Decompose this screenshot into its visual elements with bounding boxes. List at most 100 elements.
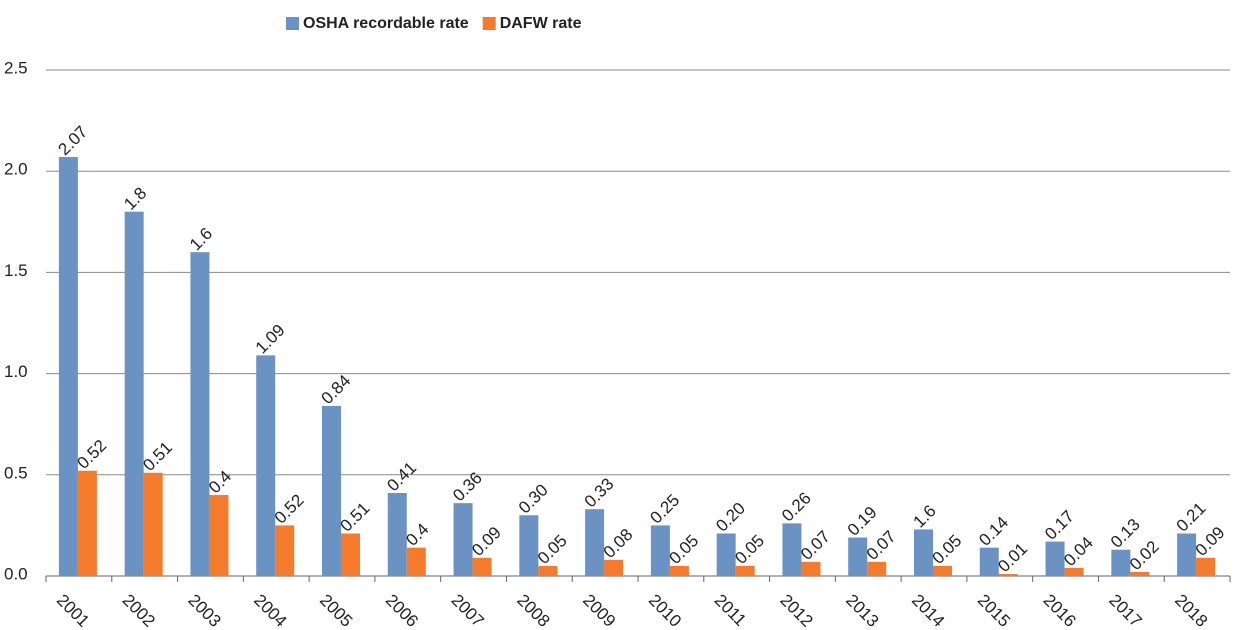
bar [669,565,689,576]
bar [933,565,952,576]
legend-label: DAFW rate [500,15,582,32]
bar [848,537,868,576]
bar [519,515,539,576]
y-tick-label: 0.0 [4,564,28,583]
legend-label: OSHA recordable rate [303,15,469,32]
data-label: 0.07 [863,527,900,564]
data-label: 0.51 [139,438,176,475]
data-label: 1.09 [252,321,289,358]
bar [585,509,605,576]
bar [1045,541,1065,576]
bar [472,557,492,576]
bar [1196,557,1216,576]
data-label: 0.84 [318,371,355,408]
data-label: 0.36 [449,468,486,505]
data-label: 0.05 [731,531,768,568]
bar [979,547,999,576]
legend-swatch [286,17,299,30]
data-label: 0.52 [271,491,308,528]
y-tick-label: 1.0 [4,362,28,381]
x-tick-label: 2013 [842,591,882,630]
data-label: 0.4 [205,467,235,497]
bar [782,523,802,576]
bar [1064,567,1084,576]
data-label: 0.05 [929,531,966,568]
data-label: 0.33 [581,474,618,511]
data-label: 0.01 [994,539,1031,576]
data-label: 0.51 [337,499,374,536]
bar [867,561,887,576]
bar [341,533,360,576]
data-label: 0.41 [383,458,420,495]
x-tick-label: 2008 [513,591,553,630]
data-label: 0.07 [797,527,834,564]
data-label: 0.25 [646,491,683,528]
data-label: 1.8 [120,184,150,214]
bar [143,472,163,576]
y-tick-label: 1.5 [4,261,28,280]
x-tick-label: 2018 [1171,591,1211,630]
bar [1177,533,1197,576]
data-label: 0.21 [1173,499,1210,536]
x-tick-label: 2017 [1105,591,1145,630]
x-tick-label: 2011 [711,591,750,630]
bar [190,252,210,576]
x-tick-label: 2010 [645,591,685,630]
data-label: 0.09 [468,523,505,560]
data-label: 0.14 [975,513,1012,550]
data-label: 2.07 [54,122,91,159]
bar [998,573,1018,576]
x-tick-label: 2006 [382,591,422,630]
data-label: 0.4 [402,520,432,550]
data-label: 0.13 [1107,515,1144,552]
bar [387,493,407,576]
bar [914,529,933,576]
bar [77,470,97,576]
data-label: 0.08 [600,525,637,562]
data-label: 0.20 [712,499,749,536]
bar [322,405,341,576]
x-tick-label: 2007 [448,591,488,630]
bar [650,525,670,576]
data-label: 0.04 [1060,533,1097,570]
x-tick-label: 2014 [908,591,948,630]
bar [406,547,426,576]
x-tick-label: 2001 [53,591,93,630]
data-label: 0.17 [1041,507,1078,544]
data-label: 0.05 [665,531,702,568]
x-tick-label: 2005 [316,591,356,630]
bar [124,211,144,576]
data-label: 0.19 [844,503,881,540]
legend-swatch [482,17,496,30]
y-tick-label: 2.0 [4,160,28,179]
bar [716,533,736,576]
x-tick-label: 2003 [184,591,224,630]
data-label: 0.52 [73,436,110,473]
bar [538,565,558,576]
bar [801,561,821,576]
data-label: 0.30 [515,480,552,517]
bar [256,355,276,576]
y-tick-label: 2.5 [4,58,28,77]
bar [1111,549,1131,576]
y-tick-label: 0.5 [4,463,28,482]
bar [209,495,229,576]
data-label: 1.6 [186,224,216,254]
x-tick-label: 2002 [119,591,159,630]
bar [1130,571,1150,576]
x-tick-label: 2016 [1040,591,1080,630]
data-label: 0.05 [534,531,571,568]
data-label: 0.26 [778,489,815,526]
x-tick-label: 2012 [776,591,816,630]
data-label: 0.09 [1192,523,1229,560]
bar [275,525,295,576]
bar [453,503,473,576]
x-tick-label: 2015 [974,591,1014,630]
bar [735,565,755,576]
data-label: 1.6 [910,501,940,531]
data-label: 0.02 [1126,537,1163,574]
x-tick-label: 2009 [579,591,619,630]
bar [604,559,624,576]
bar [58,157,78,577]
